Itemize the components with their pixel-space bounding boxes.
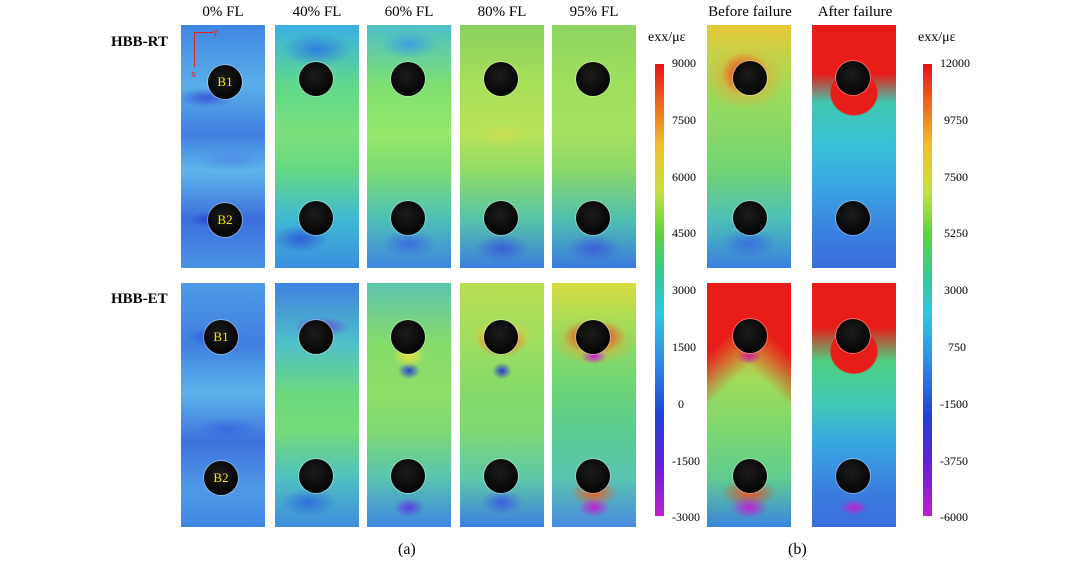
column-header-40fl: 40% FL (292, 4, 342, 20)
colorbar-a (655, 64, 664, 516)
strain-panel-et-95fl (552, 283, 636, 527)
bolt-hole-b1 (836, 61, 870, 95)
colorbar-a-tick: 0 (678, 397, 684, 411)
colorbar-a-tick: 4500 (672, 226, 696, 240)
bolt-hole-b1 (484, 320, 518, 354)
bolt-hole-b1 (484, 62, 518, 96)
colorbar-b (923, 64, 932, 516)
bolt-hole-b1 (391, 320, 425, 354)
axis-arrows-icon (194, 32, 213, 67)
colorbar-a-tick: 6000 (672, 170, 696, 184)
strain-panel-et-0fl: B1 B2 (181, 283, 265, 527)
strain-panel-rt-95fl (552, 25, 636, 268)
strain-panel-et-40fl (275, 283, 359, 527)
axis-x-label: x (191, 69, 196, 80)
strain-panel-rt-40fl (275, 25, 359, 268)
row-label-hbb-rt: HBB-RT (111, 34, 168, 50)
column-header-95fl: 95% FL (569, 4, 619, 20)
column-header-60fl: 60% FL (384, 4, 434, 20)
strain-panel-rt-60fl (367, 25, 451, 268)
colorbar-a-title: exx/με (648, 30, 686, 45)
bolt-hole-b2 (299, 459, 333, 493)
colorbar-b-title: exx/με (918, 30, 956, 45)
bolt-hole-b1 (299, 320, 333, 354)
bolt-hole-b1 (576, 320, 610, 354)
bolt-hole-b2 (733, 459, 767, 493)
colorbar-a-ticks: 9000 7500 6000 4500 3000 1500 0 -1500 -3… (672, 56, 712, 526)
strain-panel-et-after-failure (812, 283, 896, 527)
bolt-hole-b1 (391, 62, 425, 96)
bolt-hole-b1 (204, 320, 238, 354)
colorbar-b-tick: 750 (948, 340, 966, 354)
colorbar-a-tick: 9000 (672, 56, 696, 70)
hole-label-b2: B2 (217, 212, 233, 227)
colorbar-a-tick: 1500 (672, 340, 696, 354)
hole-label-b1: B1 (213, 329, 229, 344)
colorbar-a-tick: 7500 (672, 113, 696, 127)
bolt-hole-b2 (836, 459, 870, 493)
bolt-hole-b1 (299, 62, 333, 96)
bolt-hole-b2 (836, 201, 870, 235)
hole-label-b1: B1 (217, 74, 233, 89)
column-header-before-failure: Before failure (708, 4, 792, 20)
bolt-hole-b1 (576, 62, 610, 96)
colorbar-a-tick: -3000 (672, 510, 700, 524)
hole-label-b2: B2 (213, 470, 229, 485)
bolt-hole-b2 (299, 201, 333, 235)
bolt-hole-b2 (391, 201, 425, 235)
column-header-after-failure: After failure (817, 4, 893, 20)
strain-panel-rt-before-failure (707, 25, 791, 268)
bolt-hole-b2 (733, 201, 767, 235)
strain-panel-et-80fl (460, 283, 544, 527)
subfigure-label-a: (a) (398, 541, 416, 558)
colorbar-b-tick: 9750 (944, 113, 968, 127)
bolt-hole-b1 (836, 319, 870, 353)
colorbar-a-tick: 3000 (672, 283, 696, 297)
bolt-hole-b2 (484, 201, 518, 235)
row-label-hbb-et: HBB-ET (111, 291, 168, 307)
bolt-hole-b2 (576, 459, 610, 493)
subfigure-label-b: (b) (788, 541, 807, 558)
colorbar-b-tick: -6000 (940, 510, 968, 524)
bolt-hole-b2 (576, 201, 610, 235)
bolt-hole-b1 (208, 65, 242, 99)
column-header-80fl: 80% FL (477, 4, 527, 20)
bolt-hole-b2 (391, 459, 425, 493)
strain-panel-rt-0fl: B1 B2 x y (181, 25, 265, 268)
strain-panel-rt-80fl (460, 25, 544, 268)
colorbar-b-tick: 7500 (944, 170, 968, 184)
bolt-hole-b1 (733, 319, 767, 353)
strain-panel-et-60fl (367, 283, 451, 527)
strain-panel-rt-after-failure (812, 25, 896, 268)
colorbar-b-tick: -1500 (940, 397, 968, 411)
bolt-hole-b2 (208, 203, 242, 237)
axis-y-label: y (213, 27, 218, 38)
colorbar-b-ticks: 12000 9750 7500 5250 3000 750 -1500 -375… (940, 56, 990, 526)
bolt-hole-b2 (204, 461, 238, 495)
colorbar-b-tick: 3000 (944, 283, 968, 297)
colorbar-a-tick: -1500 (672, 454, 700, 468)
column-header-0fl: 0% FL (202, 4, 244, 20)
bolt-hole-b2 (484, 459, 518, 493)
strain-panel-et-before-failure (707, 283, 791, 527)
colorbar-b-tick: -3750 (940, 454, 968, 468)
colorbar-b-tick: 12000 (940, 56, 970, 70)
colorbar-b-tick: 5250 (944, 226, 968, 240)
bolt-hole-b1 (733, 61, 767, 95)
